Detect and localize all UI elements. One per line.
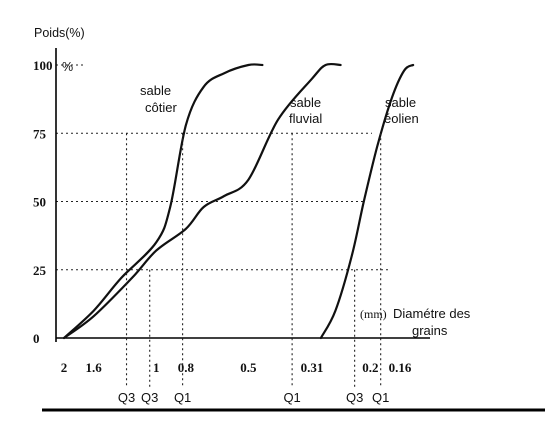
quartile-group: Q3 Q3 Q1 Q1 Q3 Q1: [118, 133, 389, 405]
series-sable-cotier-line: [62, 63, 264, 340]
x-tick-label-6: 0.2: [362, 360, 378, 375]
quartile-label-2: Q1: [174, 390, 191, 405]
x-tick-label-5: 0.31: [301, 360, 324, 375]
x-tick-label-0: 2: [61, 360, 68, 375]
series-sable-cotier-label-1: sable: [140, 83, 171, 98]
x-axis-title-line2: grains: [412, 323, 448, 338]
quartile-label-4: Q3: [346, 390, 363, 405]
quartile-label-1: Q3: [141, 390, 158, 405]
y-unit-marker: %: [62, 60, 73, 74]
axes-group: 0 25 50 75 100 Poids(%)% 2 1.6 1 0.8 0.5 0.31 0.2 0.1…: [33, 26, 545, 412]
grid-group: [56, 64, 388, 271]
series-sable-eolien-label-1: sable: [385, 95, 416, 110]
x-axis-title-line1: Diamétre des: [393, 306, 471, 321]
x-axis-unit: (mm): [360, 307, 387, 321]
x-tick-label-1: 1.6: [86, 360, 103, 375]
x-tick-label-2: 1: [153, 360, 160, 375]
x-tick-label-3: 0.8: [178, 360, 195, 375]
y-tick-label-3: 75: [33, 126, 47, 141]
quartile-label-0: Q3: [118, 390, 135, 405]
series-sable-eolien-label-2: éolien: [384, 111, 419, 126]
y-axis-title: Poids(%): [34, 26, 85, 40]
series-group: [62, 62, 415, 340]
series-sable-fluvial-label-1: sable: [290, 95, 321, 110]
quartile-label-3: Q1: [283, 390, 300, 405]
y-tick-label-2: 50: [33, 195, 46, 210]
series-sable-fluvial-line: [62, 62, 342, 340]
x-tick-label-4: 0.5: [240, 360, 257, 375]
series-sable-cotier-label-2: côtier: [145, 100, 177, 115]
y-tick-label-1: 25: [33, 263, 47, 278]
quartile-label-5: Q1: [372, 390, 389, 405]
series-sable-eolien-line: [319, 63, 415, 340]
x-tick-label-7: 0.16: [389, 360, 412, 375]
series-sable-fluvial-label-2: fluvial: [289, 111, 322, 126]
y-tick-label-4: 100: [33, 58, 53, 73]
y-tick-label-0: 0: [33, 331, 40, 346]
